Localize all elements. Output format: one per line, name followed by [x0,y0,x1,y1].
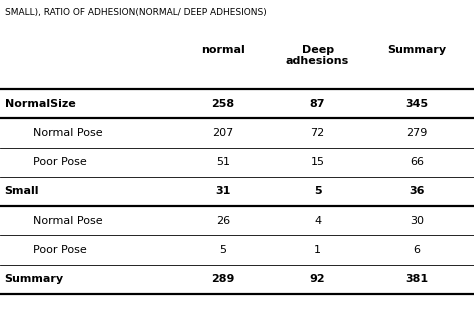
Text: 4: 4 [314,216,321,226]
Text: Poor Pose: Poor Pose [33,245,87,255]
Text: 5: 5 [219,245,226,255]
Text: 36: 36 [410,186,425,197]
Text: Small: Small [5,186,39,197]
Text: 92: 92 [310,274,325,284]
Text: Deep
adhesions: Deep adhesions [286,45,349,66]
Text: Summary: Summary [5,274,64,284]
Text: NormalSize: NormalSize [5,99,75,109]
Text: 1: 1 [314,245,321,255]
Text: 15: 15 [310,157,325,167]
Text: 51: 51 [216,157,230,167]
Text: 289: 289 [211,274,235,284]
Text: 5: 5 [314,186,321,197]
Text: normal: normal [201,45,245,54]
Text: Poor Pose: Poor Pose [33,157,87,167]
Text: 279: 279 [406,128,428,138]
Text: 87: 87 [310,99,325,109]
Text: 66: 66 [410,157,424,167]
Text: 6: 6 [414,245,420,255]
Text: 30: 30 [410,216,424,226]
Text: 26: 26 [216,216,230,226]
Text: 72: 72 [310,128,325,138]
Text: 345: 345 [406,99,428,109]
Text: Normal Pose: Normal Pose [33,128,103,138]
Text: Summary: Summary [388,45,447,54]
Text: SMALL), RATIO OF ADHESION(NORMAL/ DEEP ADHESIONS): SMALL), RATIO OF ADHESION(NORMAL/ DEEP A… [5,8,266,17]
Text: 258: 258 [211,99,234,109]
Text: 381: 381 [406,274,428,284]
Text: 31: 31 [215,186,230,197]
Text: Normal Pose: Normal Pose [33,216,103,226]
Text: 207: 207 [212,128,233,138]
